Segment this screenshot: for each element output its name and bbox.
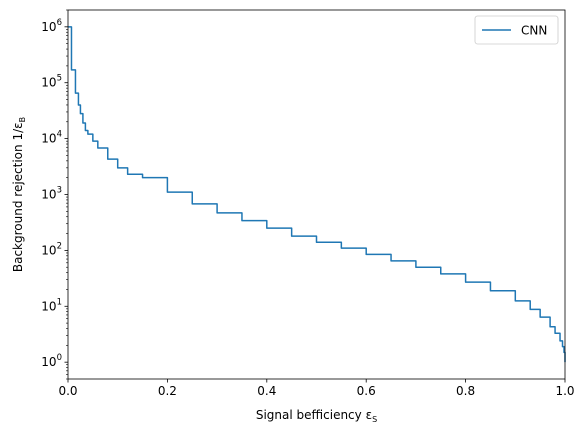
y-tick-label: 102 [41, 241, 62, 257]
y-tick-label: 105 [41, 74, 62, 90]
y-tick-label: 101 [41, 297, 62, 313]
y-tick-base: 10 [41, 76, 56, 90]
x-tick-label: 0.6 [357, 384, 376, 398]
y-tick-exp: 6 [57, 18, 62, 28]
x-axis-ticks: 0.0 0.2 0.4 0.6 0.8 1.0 [58, 379, 574, 398]
x-tick-label: 0.2 [158, 384, 177, 398]
y-axis-label: Background rejection 1/εB [11, 117, 27, 272]
y-tick-base: 10 [41, 355, 56, 369]
y-tick-exp: 5 [57, 74, 62, 84]
legend: CNN [475, 16, 558, 44]
y-tick-exp: 1 [57, 297, 62, 307]
y-tick-base: 10 [41, 299, 56, 313]
x-axis-label-main: Signal befficiency ε [256, 408, 372, 422]
x-axis-label-sub: S [372, 415, 377, 424]
x-tick-label: 0.0 [58, 384, 77, 398]
x-axis-label: Signal befficiency εS [256, 408, 377, 424]
y-tick-label: 100 [41, 353, 62, 369]
legend-label-cnn: CNN [521, 24, 547, 38]
y-tick-exp: 3 [57, 186, 62, 196]
plot-area [68, 10, 565, 379]
y-tick-exp: 4 [57, 130, 62, 140]
y-tick-exp: 0 [57, 353, 62, 363]
x-tick-label: 0.4 [257, 384, 276, 398]
y-axis-label-main: Background rejection 1/ε [11, 122, 25, 272]
x-tick-label: 1.0 [555, 384, 574, 398]
y-tick-base: 10 [41, 132, 56, 146]
x-tick-label: 0.8 [456, 384, 475, 398]
y-tick-label: 104 [41, 130, 62, 146]
y-tick-label: 106 [41, 18, 62, 34]
y-tick-base: 10 [41, 20, 56, 34]
y-tick-exp: 2 [57, 241, 62, 251]
y-axis-label-sub: B [18, 117, 27, 123]
y-tick-base: 10 [41, 188, 56, 202]
y-tick-label: 103 [41, 186, 62, 202]
y-tick-base: 10 [41, 243, 56, 257]
